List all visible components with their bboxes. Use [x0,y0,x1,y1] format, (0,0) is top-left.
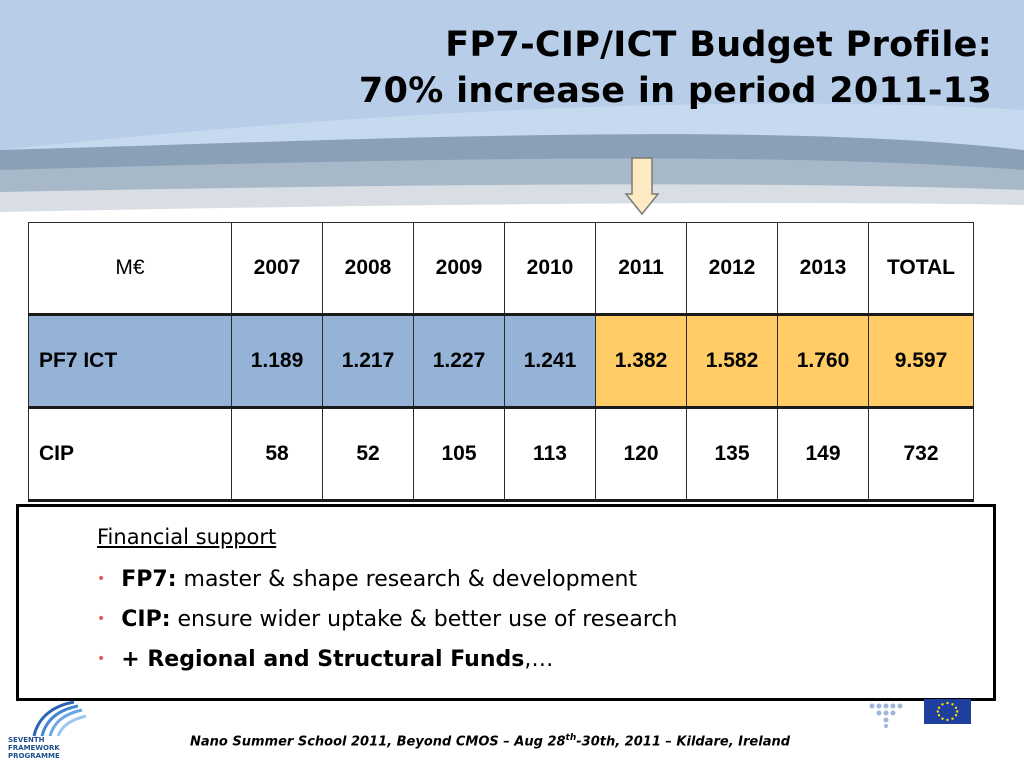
bullet-icon: • [97,651,106,667]
header-cell-2011: 2011 [595,222,687,315]
row-label-fp7-ict: PF7 ICT [28,314,232,408]
table-row: CIP 58 52 105 113 120 135 149 732 [28,407,974,501]
table-cell: 1.241 [504,314,596,408]
header-cell-2007: 2007 [231,222,323,315]
header-cell-total: TOTAL [868,222,974,315]
bullet-text: master & shape research & development [176,567,638,592]
bullet-icon: • [97,571,106,587]
footer-text-a: Nano Summer School 2011, Beyond CMOS – A… [190,734,566,750]
bullet-text: ensure wider uptake & better use of rese… [170,607,678,632]
table-cell: 113 [504,407,596,501]
budget-table: M€ 2007 2008 2009 2010 2011 2012 2013 TO… [28,222,974,502]
list-item: • + Regional and Structural Funds,… [97,647,553,672]
bullet-bold: CIP: [121,607,171,632]
logo-line-1: SEVENTH FRAMEWORK [8,736,60,752]
page-title: FP7-CIP/ICT Budget Profile: 70% increase… [359,22,992,114]
table-cell: 1.227 [413,314,505,408]
header-cell-2008: 2008 [322,222,414,315]
table-cell: 135 [686,407,778,501]
table-cell: 1.382 [595,314,687,408]
table-cell: 1.189 [231,314,323,408]
financial-support-heading: Financial support [97,525,277,549]
table-cell: 105 [413,407,505,501]
header-cell-2010: 2010 [504,222,596,315]
table-row: PF7 ICT 1.189 1.217 1.227 1.241 1.382 1.… [28,314,974,408]
header-cell-2009: 2009 [413,222,505,315]
table-cell-total: 732 [868,407,974,501]
bullet-bold: FP7: [121,567,177,592]
list-item: • CIP: ensure wider uptake & better use o… [97,607,677,632]
table-cell: 120 [595,407,687,501]
table-cell-total: 9.597 [868,314,974,408]
dots-logo [869,703,903,728]
seventh-framework-logo: SEVENTH FRAMEWORK PROGRAMME [4,698,94,760]
table-cell: 149 [777,407,869,501]
table-cell: 52 [322,407,414,501]
title-line-1: FP7-CIP/ICT Budget Profile: [445,25,992,65]
header-background [0,0,1024,225]
logo-line-2: PROGRAMME [8,752,60,760]
footer-text-b: -30th, 2011 – Kildare, Ireland [576,734,791,750]
header-cell-2012: 2012 [686,222,778,315]
header-cell-unit: M€ [28,222,232,315]
table-cell: 1.217 [322,314,414,408]
table-cell: 1.760 [777,314,869,408]
down-arrow-icon [624,157,660,216]
footer-text: Nano Summer School 2011, Beyond CMOS – A… [190,733,790,749]
header-cell-2013: 2013 [777,222,869,315]
table-header-row: M€ 2007 2008 2009 2010 2011 2012 2013 TO… [28,222,974,315]
title-line-2: 70% increase in period 2011-13 [358,71,992,111]
bullet-icon: • [97,611,106,627]
table-cell: 58 [231,407,323,501]
financial-support-box: Financial support • FP7: master & shape r… [16,504,996,701]
eu-flag-icon [924,699,971,724]
row-label-cip: CIP [28,407,232,501]
bullet-text: ,… [524,647,554,672]
list-item: • FP7: master & shape research & developm… [97,567,637,592]
table-cell: 1.582 [686,314,778,408]
bullet-bold: + Regional and Structural Funds [121,647,525,672]
footer-sup: th [565,733,577,743]
